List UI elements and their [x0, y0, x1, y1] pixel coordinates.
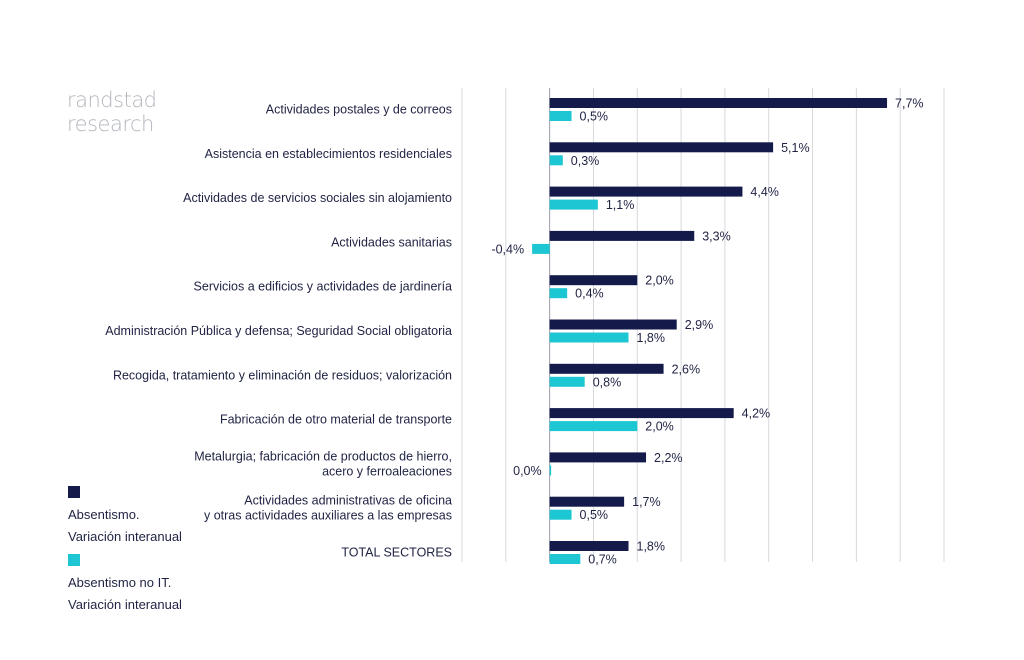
bar-absentismo-no-it: [549, 554, 581, 564]
bar-absentismo: [549, 230, 695, 241]
value-label-absentismo: 2,9%: [685, 318, 714, 332]
value-label-absentismo-no-it: 2,0%: [645, 420, 674, 434]
bar-absentismo: [549, 319, 677, 330]
category-label: Asistencia en establecimientos residenci…: [205, 147, 452, 161]
category-label-line: acero y ferroaleaciones: [322, 464, 452, 478]
bar-absentismo: [549, 275, 638, 286]
category-label-line: Actividades administrativas de oficina: [244, 494, 452, 508]
value-label-absentismo: 3,3%: [702, 229, 731, 243]
value-label-absentismo-no-it: 1,8%: [637, 331, 666, 345]
category-label-line: TOTAL SECTORES: [341, 546, 452, 560]
value-label-absentismo: 2,2%: [654, 451, 683, 465]
category-label-line: Actividades sanitarias: [331, 235, 452, 249]
value-label-absentismo: 1,7%: [632, 495, 661, 509]
category-label: Actividades postales y de correos: [266, 103, 452, 117]
bar-absentismo-no-it: [549, 155, 563, 166]
bar-absentismo: [549, 452, 647, 463]
category-label-line: Actividades de servicios sociales sin al…: [183, 191, 452, 205]
bar-absentismo-no-it: [549, 421, 638, 432]
legend-label-line-1: Absentismo.: [68, 507, 140, 522]
value-label-absentismo-no-it: 0,7%: [588, 553, 617, 567]
bar-absentismo: [549, 142, 774, 153]
bar-absentismo: [549, 408, 734, 419]
legend-swatch-absentismo-no-it: [68, 554, 80, 566]
category-label-line: Recogida, tratamiento y eliminación de r…: [113, 368, 452, 382]
legend-label-line-2: Variación interanual: [68, 597, 182, 612]
bar-absentismo-no-it: [549, 288, 568, 299]
category-label: Fabricación de otro material de transpor…: [220, 413, 452, 427]
bar-absentismo: [549, 496, 625, 507]
logo-line-2: research: [67, 112, 154, 136]
bar-absentismo-no-it: [549, 332, 629, 343]
category-label-line: y otras actividades auxiliares a las emp…: [204, 509, 452, 523]
legend-label-line-2: Variación interanual: [68, 529, 182, 544]
value-label-absentismo-no-it: 0,3%: [571, 154, 600, 168]
category-label: Servicios a edificios y actividades de j…: [194, 280, 453, 294]
randstad-research-logo: randstad research: [67, 88, 207, 136]
bar-absentismo-no-it: [549, 111, 572, 121]
bar-absentismo-no-it: [532, 243, 550, 254]
value-label-absentismo-no-it: 0,8%: [593, 375, 622, 389]
value-label-absentismo-no-it: 0,4%: [575, 287, 604, 301]
legend-swatch-absentismo: [68, 486, 80, 498]
bar-absentismo-no-it: [549, 376, 585, 387]
chart-legend: Absentismo. Variación interanual Absenti…: [68, 486, 258, 622]
category-label-line: Administración Pública y defensa; Seguri…: [105, 324, 452, 338]
category-label: TOTAL SECTORES: [341, 546, 452, 560]
category-label-line: Servicios a edificios y actividades de j…: [194, 280, 453, 294]
bar-absentismo-no-it: [549, 465, 552, 476]
legend-label-line-1: Absentismo no IT.: [68, 575, 172, 590]
legend-item-absentismo: Absentismo. Variación interanual: [68, 486, 258, 548]
value-label-absentismo: 2,0%: [645, 274, 674, 288]
bar-absentismo-no-it: [549, 199, 598, 210]
value-label-absentismo: 1,8%: [637, 540, 666, 554]
bar-absentismo: [549, 541, 629, 551]
value-label-absentismo: 7,7%: [895, 97, 924, 111]
bar-absentismo: [549, 98, 888, 108]
value-label-absentismo-no-it: 1,1%: [606, 198, 635, 212]
value-label-absentismo: 4,2%: [742, 407, 771, 421]
category-label: Actividades de servicios sociales sin al…: [183, 191, 452, 205]
category-label-line: Metalurgia; fabricación de productos de …: [194, 449, 452, 463]
category-label: Administración Pública y defensa; Seguri…: [105, 324, 452, 338]
bar-absentismo-no-it: [549, 509, 572, 520]
category-label-line: Actividades postales y de correos: [266, 103, 452, 117]
value-label-absentismo-no-it: 0,5%: [580, 508, 609, 522]
value-label-absentismo: 2,6%: [672, 362, 701, 376]
value-label-absentismo-no-it: 0,0%: [513, 464, 542, 478]
category-label: Actividades sanitarias: [331, 235, 452, 249]
value-label-absentismo-no-it: 0,5%: [580, 110, 609, 124]
value-label-absentismo: 5,1%: [781, 141, 810, 155]
category-label: Metalurgia; fabricación de productos de …: [194, 449, 452, 478]
bar-absentismo: [549, 363, 664, 374]
category-label: Actividades administrativas de oficina y …: [204, 494, 452, 523]
category-label-line: Asistencia en establecimientos residenci…: [205, 147, 452, 161]
value-label-absentismo-no-it: -0,4%: [491, 242, 524, 256]
category-label-line: Fabricación de otro material de transpor…: [220, 413, 452, 427]
logo-line-1: randstad: [67, 88, 157, 112]
category-label: Recogida, tratamiento y eliminación de r…: [113, 368, 452, 382]
value-label-absentismo: 4,4%: [750, 185, 779, 199]
bar-absentismo: [549, 186, 743, 197]
legend-item-absentismo-no-it: Absentismo no IT. Variación interanual: [68, 554, 258, 616]
